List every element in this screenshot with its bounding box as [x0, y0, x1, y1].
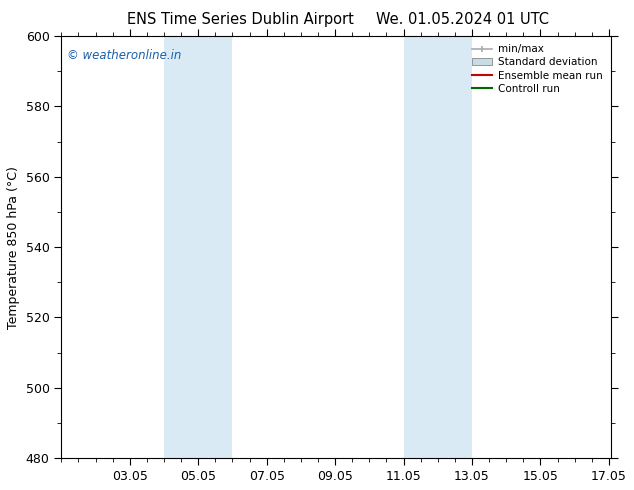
Y-axis label: Temperature 850 hPa (°C): Temperature 850 hPa (°C) — [7, 166, 20, 328]
Text: © weatheronline.in: © weatheronline.in — [67, 49, 181, 62]
Bar — [164, 36, 233, 458]
Legend: min/max, Standard deviation, Ensemble mean run, Controll run: min/max, Standard deviation, Ensemble me… — [469, 41, 605, 97]
Bar — [404, 36, 472, 458]
Text: ENS Time Series Dublin Airport: ENS Time Series Dublin Airport — [127, 12, 354, 27]
Text: We. 01.05.2024 01 UTC: We. 01.05.2024 01 UTC — [377, 12, 549, 27]
